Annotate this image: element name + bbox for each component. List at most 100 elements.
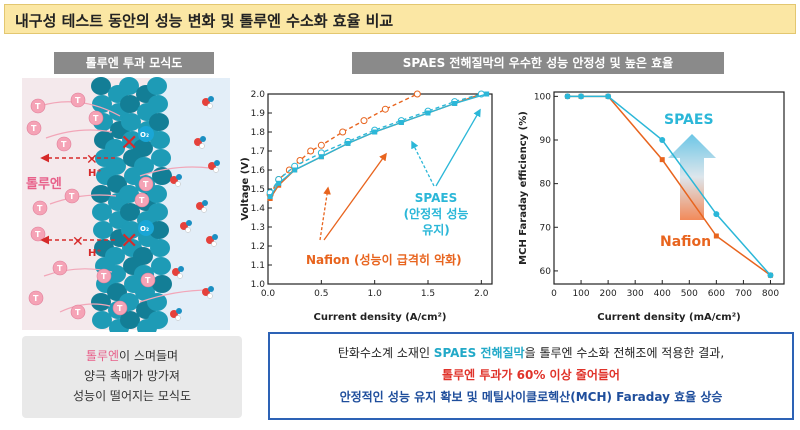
toluene-molecule	[64, 188, 80, 204]
left-panel-header: 톨루엔 투과 모식도	[54, 52, 214, 74]
membrane-cell	[121, 221, 141, 239]
membrane-cell	[121, 113, 141, 131]
toluene-molecule-label: T	[33, 294, 39, 303]
chart2-ytick-label: 80	[540, 180, 552, 190]
chart1-point-nafion-initial	[413, 90, 421, 98]
chart1-point-nafion-initial	[317, 141, 325, 149]
toluene-molecule-label: T	[101, 272, 107, 281]
toluene-molecule	[56, 136, 72, 152]
toluene-molecule-label: T	[35, 230, 41, 239]
membrane-cell	[147, 293, 167, 311]
title-bar: 내구성 테스트 동안의 성능 변화 및 톨루엔 수소화 효율 비교	[4, 4, 796, 34]
toluene-molecule-label: T	[69, 192, 75, 201]
molecule-atom	[207, 103, 213, 109]
molecule-atom	[175, 315, 181, 321]
chart2-xtick-label: 0	[551, 289, 557, 299]
chart1-line-spaes-initial	[269, 93, 482, 194]
diffusion-path	[139, 166, 211, 177]
membrane-cell	[92, 311, 112, 329]
toluene-molecule	[88, 110, 104, 126]
o2-bubble-upper	[138, 126, 154, 142]
caption-line-1-rest: 이 스며들며	[119, 349, 179, 363]
membrane-cell	[148, 311, 168, 329]
summary-highlight: SPAES 전해질막	[433, 346, 525, 360]
diffusion-path	[49, 194, 117, 205]
membrane-cell	[91, 293, 111, 311]
nafion-arrow-1	[319, 186, 331, 241]
toluene-molecule	[70, 304, 86, 320]
membrane-cell	[148, 95, 168, 113]
molecule-atom	[178, 266, 184, 272]
chart1-point-spaes-after	[292, 167, 298, 173]
spaes-arrow-1	[411, 140, 435, 187]
chart2-ytick-label: 60	[540, 267, 552, 277]
molecule-atom	[214, 160, 220, 166]
membrane-cell	[93, 221, 113, 239]
nafion-annotation: Nafion (성능이 급격히 악화)	[306, 252, 462, 267]
chart1-series	[266, 90, 490, 201]
chart2-ytick-label: 90	[540, 136, 552, 146]
chart2-xtick-label: 200	[600, 289, 617, 299]
chart1-point-spaes-after	[276, 180, 282, 186]
water-molecules	[170, 96, 220, 321]
chart1-point-nafion-initial	[339, 128, 347, 136]
toluene-molecule	[70, 92, 86, 108]
molecule-atom	[200, 136, 206, 142]
membrane-cell	[151, 149, 171, 167]
membrane	[91, 77, 172, 332]
toluene-molecule-label: T	[75, 96, 81, 105]
chart1-point-spaes-after	[345, 140, 351, 146]
chart1-ytick-label: 2.0	[251, 90, 266, 100]
membrane-cell	[152, 275, 172, 293]
chart2-point-nafion	[659, 157, 665, 163]
molecule-atom	[213, 167, 219, 173]
chart1-xtick-label: 0.0	[261, 289, 276, 299]
molecule-atom	[201, 207, 207, 213]
proton-label-lower: H⁺	[88, 248, 102, 259]
toluene-molecule	[26, 120, 42, 136]
chart2-point-spaes	[659, 137, 666, 143]
membrane-cell	[150, 239, 170, 257]
toluene-molecule	[140, 272, 156, 288]
chart1-ytick-label: 1.4	[251, 204, 266, 214]
chart1-xlabel: Current density (A/cm²)	[314, 312, 447, 323]
toluene-molecule	[134, 192, 150, 208]
molecule-atom	[177, 273, 183, 279]
diffusion-path	[45, 129, 113, 139]
membrane-cell	[120, 95, 140, 113]
molecule-atom	[208, 286, 214, 292]
chart1-ylabel: Voltage (V)	[240, 157, 251, 220]
membrane-cell	[91, 77, 111, 95]
schematic-caption: 톨루엔이 스며들며 양극 촉매가 망가져 성능이 떨어지는 모식도	[22, 336, 242, 418]
chart1-ytick-label: 1.6	[251, 166, 266, 176]
molecule-atom	[185, 227, 191, 233]
chart2-point-spaes	[605, 93, 612, 100]
membrane-cell	[91, 185, 111, 203]
toluene-molecule	[138, 176, 154, 192]
molecule-atom	[175, 181, 181, 187]
molecule-atom	[170, 310, 178, 318]
molecule-atom	[208, 96, 214, 102]
chart2-point-spaes	[564, 93, 571, 100]
chart1-point-spaes-after	[318, 154, 324, 160]
membrane-cell	[149, 113, 169, 131]
proton-label-upper: H⁺	[88, 168, 102, 179]
membrane-cell	[120, 311, 140, 329]
toluene-molecule-label: T	[75, 308, 81, 317]
chart2-point-nafion	[713, 233, 719, 239]
chart1-point-nafion-initial	[381, 105, 389, 113]
chart2-ylabel: MCH Faraday efficiency (%)	[518, 111, 529, 265]
o2-label-lower: O₂	[140, 225, 149, 233]
faraday-efficiency-chart: 0 100 200 300 400 500 600 700 800 60 70 80 90 100 SPA…	[518, 91, 785, 323]
nafion-arrow-2	[323, 152, 387, 241]
toluene-side-label: 톨루엔	[26, 176, 62, 192]
chart2-xtick-label: 700	[735, 289, 752, 299]
toluene-molecule-label: T	[93, 114, 99, 123]
toluene-molecule-label: T	[143, 180, 149, 189]
chart2-ticks: 0 100 200 300 400 500 600 700 800 60 70 80 90 100	[534, 92, 780, 299]
toluene-molecule	[96, 268, 112, 284]
spaes-annotation-2: (안정적 성능	[404, 206, 469, 221]
chart1-ytick-label: 1.7	[251, 147, 265, 157]
toluene-molecule	[28, 290, 44, 306]
